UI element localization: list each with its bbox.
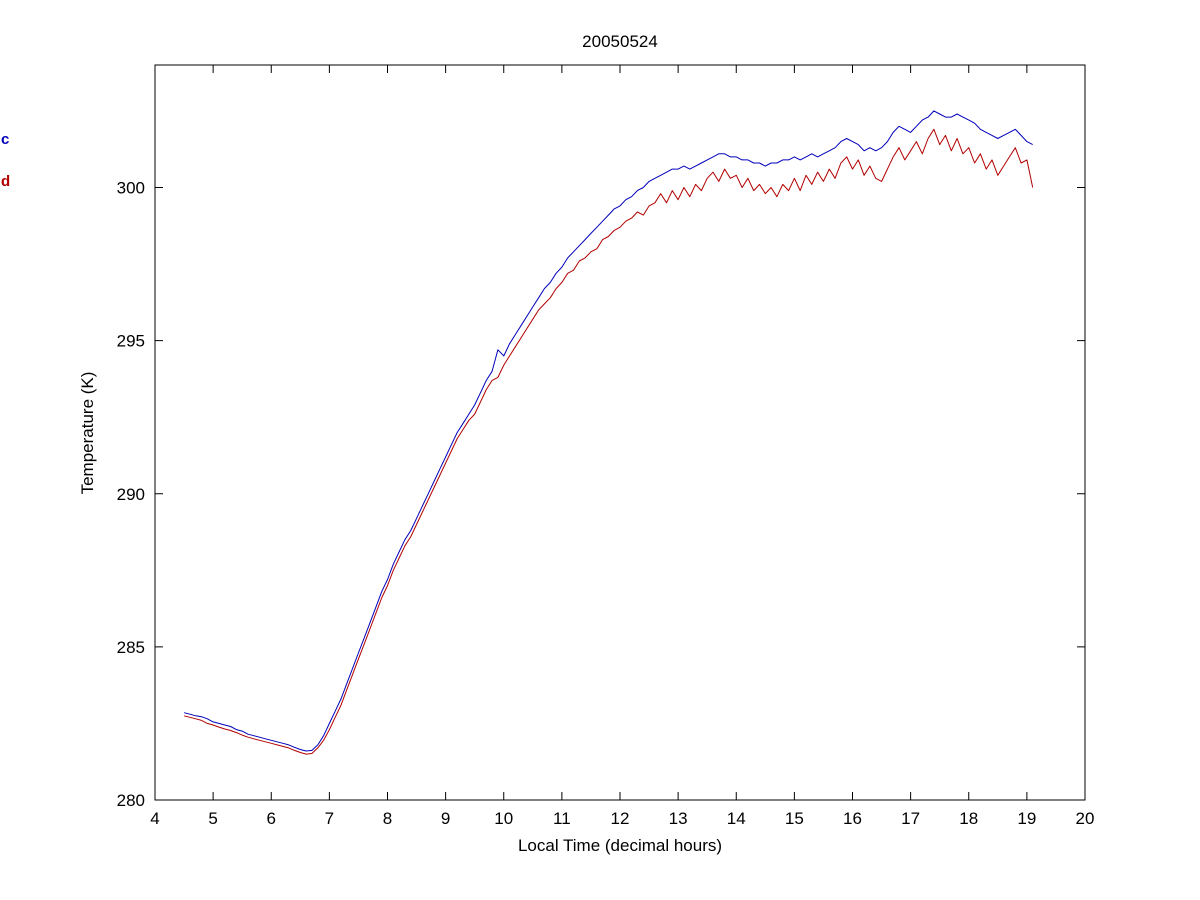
x-tick-label: 5 bbox=[208, 809, 217, 828]
y-tick-label: 280 bbox=[117, 791, 145, 810]
plot-box bbox=[154, 64, 1086, 801]
x-tick-label: 13 bbox=[669, 809, 688, 828]
series-blue bbox=[183, 110, 1033, 752]
x-tick-label: 8 bbox=[383, 809, 392, 828]
legend-fragment-blue: c bbox=[1, 131, 10, 148]
y-tick-label: 300 bbox=[117, 179, 145, 198]
x-tick-label: 14 bbox=[727, 809, 746, 828]
y-tick-label: 290 bbox=[117, 485, 145, 504]
x-tick-label: 19 bbox=[1017, 809, 1036, 828]
x-tick-label: 18 bbox=[959, 809, 978, 828]
legend-fragment-red: d bbox=[1, 173, 11, 190]
series-red bbox=[183, 128, 1034, 755]
x-tick-label: 11 bbox=[553, 809, 571, 828]
x-tick-label: 15 bbox=[785, 809, 804, 828]
y-tick-label: 295 bbox=[117, 332, 145, 351]
x-tick-label: 17 bbox=[901, 809, 920, 828]
x-tick-label: 12 bbox=[611, 809, 630, 828]
x-tick-label: 20 bbox=[1076, 809, 1095, 828]
chart-title: 20050524 bbox=[582, 32, 658, 51]
x-tick-label: 6 bbox=[267, 809, 276, 828]
y-tick-label: 285 bbox=[117, 638, 145, 657]
x-tick-label: 16 bbox=[843, 809, 862, 828]
x-tick-label: 9 bbox=[441, 809, 450, 828]
x-tick-label: 4 bbox=[150, 809, 159, 828]
x-tick-label: 10 bbox=[494, 809, 513, 828]
x-tick-label: 7 bbox=[325, 809, 334, 828]
x-axis-label: Local Time (decimal hours) bbox=[517, 836, 723, 855]
